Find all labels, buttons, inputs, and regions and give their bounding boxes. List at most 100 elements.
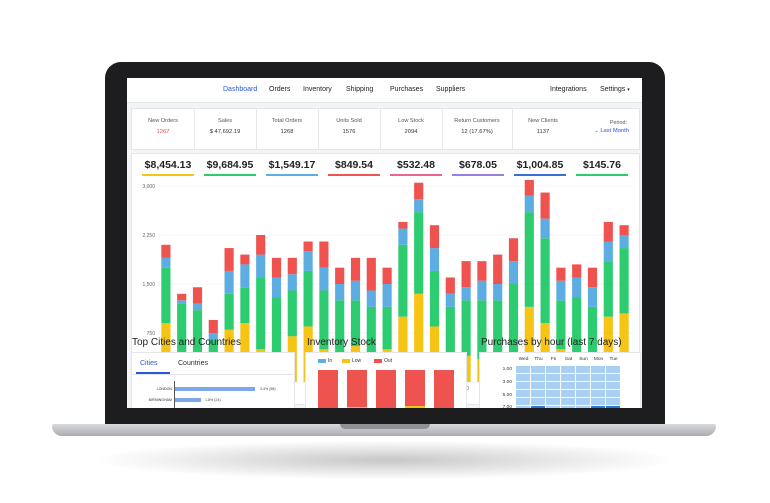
bar-segment bbox=[271, 277, 282, 298]
nav-inventory[interactable]: Inventory bbox=[303, 86, 332, 93]
bar-segment bbox=[366, 306, 376, 356]
bar-segment bbox=[177, 293, 187, 301]
bar-segment bbox=[429, 270, 440, 327]
nav-purchases[interactable]: Purchases bbox=[390, 86, 424, 93]
inventory-bar-low bbox=[405, 406, 425, 408]
heatmap-cell bbox=[516, 382, 530, 389]
total-value: $849.54 bbox=[335, 159, 373, 171]
stat-low-stock: Low Stock 2094 bbox=[380, 109, 443, 149]
heatmap-cell bbox=[546, 406, 560, 408]
nav-suppliers[interactable]: Suppliers bbox=[436, 86, 466, 93]
stat-new-orders: New Orders 1267 bbox=[132, 109, 195, 149]
total-value: $678.05 bbox=[459, 159, 497, 171]
total-underline bbox=[452, 174, 504, 176]
bar-segment bbox=[398, 244, 408, 317]
bar-segment bbox=[572, 297, 582, 360]
bar-segment bbox=[414, 199, 424, 213]
total-underline bbox=[576, 174, 628, 176]
bar-segment bbox=[319, 241, 329, 268]
nav-orders[interactable]: Orders bbox=[269, 86, 291, 93]
period-select[interactable]: ⌄ Last Month bbox=[594, 128, 629, 134]
stat-total-orders: Total Orders 1268 bbox=[256, 109, 319, 149]
bar-segment bbox=[414, 293, 424, 382]
bar-segment bbox=[603, 316, 613, 382]
bar-segment bbox=[161, 244, 171, 258]
stat-value: 1268 bbox=[280, 129, 294, 135]
heatmap-cell bbox=[516, 374, 530, 381]
bar-segment bbox=[461, 300, 471, 356]
bar-segment bbox=[414, 212, 424, 294]
bar-segment bbox=[177, 303, 187, 369]
legend-swatch-out bbox=[374, 359, 382, 363]
heatmap-cell bbox=[561, 398, 575, 405]
bar-segment bbox=[350, 257, 361, 281]
bar-segment bbox=[303, 251, 313, 271]
bar-segment bbox=[382, 306, 392, 350]
stat-value: 1267 bbox=[156, 129, 170, 135]
heatmap-cell bbox=[591, 374, 605, 381]
inventory-bar bbox=[318, 370, 338, 408]
cities-card: Cities Countries LONDON 3.4% (58) BIRMIN… bbox=[131, 352, 295, 408]
period-label: Period: bbox=[609, 120, 627, 126]
bar-segment bbox=[366, 290, 376, 307]
bar-segment bbox=[271, 257, 282, 278]
bar-segment bbox=[398, 221, 408, 229]
bar-segment bbox=[319, 267, 329, 291]
tab-cities[interactable]: Cities bbox=[140, 360, 158, 367]
bar-segment bbox=[287, 290, 297, 337]
heatmap-cell bbox=[576, 366, 590, 373]
total-value: $1,549.17 bbox=[268, 159, 316, 171]
chevron-down-icon: ⌄ bbox=[594, 128, 599, 134]
heatmap-day-label: Fri bbox=[550, 357, 557, 362]
heatmap-cell bbox=[531, 374, 545, 381]
heatmap-cell bbox=[606, 366, 620, 373]
nav-integrations[interactable]: Integrations bbox=[550, 86, 587, 93]
bar-segment bbox=[603, 261, 613, 317]
bar-segment bbox=[287, 274, 297, 291]
bar-segment bbox=[429, 248, 440, 271]
total-underline bbox=[390, 174, 442, 176]
inventory-bar bbox=[434, 370, 454, 408]
bar-segment bbox=[540, 238, 550, 324]
nav-settings[interactable]: Settings ▾ bbox=[600, 86, 630, 93]
heatmap-cell bbox=[546, 398, 560, 405]
laptop-base bbox=[52, 424, 716, 436]
bar-segment bbox=[587, 306, 598, 356]
bar-segment bbox=[524, 195, 534, 213]
heatmap-cell bbox=[591, 390, 605, 397]
bar-segment bbox=[192, 287, 203, 304]
stat-label: Low Stock bbox=[398, 118, 424, 124]
bar-segment bbox=[556, 280, 566, 301]
tabs-divider bbox=[132, 374, 294, 375]
legend-label-in: In bbox=[328, 358, 333, 364]
bar-segment bbox=[319, 290, 329, 350]
stat-value: 1137 bbox=[536, 129, 550, 135]
stat-return-customers: Return Customers 12 (17.67%) bbox=[442, 109, 513, 149]
total-underline bbox=[142, 174, 194, 176]
heatmap-cell bbox=[561, 366, 575, 373]
heatmap-hour-label: 1.00 bbox=[502, 367, 512, 372]
heatmap-day-label: Thu bbox=[534, 357, 543, 362]
stat-sales: Sales $ 47,692.19 bbox=[194, 109, 257, 149]
bar-segment bbox=[445, 293, 455, 307]
stat-label: Return Customers bbox=[454, 118, 500, 124]
stat-value: 1576 bbox=[342, 129, 356, 135]
bar-segment bbox=[177, 300, 187, 304]
city-name: LONDON bbox=[156, 387, 172, 391]
caret-down-icon: ▾ bbox=[627, 87, 630, 93]
stats-row: New Orders 1267 Sales $ 47,692.19 Total … bbox=[131, 108, 640, 150]
heatmap-cell bbox=[531, 382, 545, 389]
bar-segment bbox=[587, 267, 598, 288]
nav-shipping[interactable]: Shipping bbox=[346, 86, 374, 93]
bar-segment bbox=[540, 218, 550, 239]
legend-swatch-low bbox=[342, 359, 350, 363]
heatmap-cell bbox=[546, 382, 560, 389]
bar-segment bbox=[366, 257, 376, 291]
tab-countries[interactable]: Countries bbox=[178, 360, 208, 367]
bar-segment bbox=[477, 280, 487, 301]
nav-dashboard[interactable]: Dashboard bbox=[223, 86, 258, 93]
heatmap-cell bbox=[531, 366, 545, 373]
nav-settings-label: Settings bbox=[600, 86, 626, 93]
bar-segment bbox=[445, 306, 455, 360]
inventory-bar-low bbox=[347, 407, 367, 408]
